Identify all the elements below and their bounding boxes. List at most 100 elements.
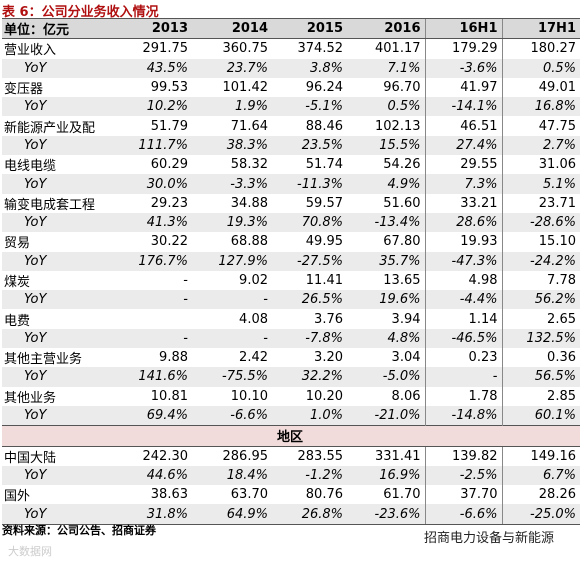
cell: 43.5% — [120, 58, 192, 78]
data-row: 中国大陆 242.30 286.95 283.55 331.41 139.82 149.16 — [2, 446, 580, 466]
cell: 6.7% — [501, 465, 580, 486]
row-label: YoY — [2, 212, 120, 233]
cell: -75.5% — [192, 367, 272, 387]
data-row: 电费 4.08 3.76 3.94 1.14 2.65 — [2, 309, 580, 329]
cell: -1.2% — [272, 465, 347, 486]
cell: -14.1% — [424, 97, 502, 117]
cell: 23.7% — [192, 58, 272, 78]
cell: 19.6% — [347, 290, 425, 310]
cell: 291.75 — [142, 41, 189, 57]
cell: 71.64 — [230, 118, 268, 134]
cell: 374.52 — [297, 41, 344, 57]
row-label: 国外 — [4, 489, 31, 505]
cell: 0.36 — [501, 348, 580, 368]
cell: -25.0% — [501, 504, 580, 525]
row-label: 中国大陆 — [4, 450, 57, 466]
cell: 31.8% — [120, 504, 192, 525]
cell: 141.6% — [120, 367, 192, 387]
cell: 3.94 — [391, 311, 421, 327]
cell: 4.9% — [347, 174, 425, 194]
row-label: 贸易 — [4, 236, 31, 252]
cell: 29.55 — [424, 155, 502, 175]
data-row: 国外 38.63 63.70 80.76 61.70 37.70 28.26 — [2, 485, 580, 505]
cell: 34.88 — [230, 195, 268, 211]
cell: 32.2% — [272, 367, 347, 387]
cell: 15.10 — [501, 232, 580, 252]
cell: 4.98 — [424, 270, 502, 291]
cell: 30.22 — [150, 234, 188, 250]
row-label: YoY — [2, 405, 120, 426]
cell: 10.10 — [230, 388, 268, 404]
cell: 30.0% — [120, 174, 192, 194]
cell: 88.46 — [305, 118, 343, 134]
yoy-row: YoY - - -7.8% 4.8% -46.5% 132.5% — [2, 328, 580, 349]
cell: 80.76 — [305, 487, 343, 503]
cell: 401.17 — [375, 41, 421, 57]
data-row: 电线电缆 60.29 58.32 51.74 54.26 29.55 31.06 — [2, 155, 580, 175]
cell: 49.01 — [501, 77, 580, 98]
data-row: 新能源产业及配 51.79 71.64 88.46 102.13 46.51 47.75 — [2, 116, 580, 136]
section-row: 地区 — [2, 425, 580, 447]
cell: 38.3% — [192, 135, 272, 156]
cell: 63.70 — [230, 487, 268, 503]
cell: -5.0% — [347, 367, 425, 387]
yoy-row: YoY 111.7% 38.3% 23.5% 15.5% 27.4% 2.7% — [2, 135, 580, 156]
source-note: 资料来源：公司公告、招商证券 — [2, 524, 156, 537]
yoy-row: YoY 176.7% 127.9% -27.5% 35.7% -47.3% -24.2% — [2, 251, 580, 271]
cell: 26.5% — [272, 290, 347, 310]
cell: 19.93 — [424, 232, 502, 252]
cell: -2.5% — [424, 465, 502, 486]
cell: - — [183, 273, 188, 288]
data-row: 输变电成套工程 29.23 34.88 59.57 51.60 33.21 23.71 — [2, 193, 580, 213]
cell: 102.13 — [375, 118, 421, 134]
section-label: 地区 — [2, 425, 580, 447]
cell: 2.7% — [501, 135, 580, 156]
cell: - — [424, 367, 502, 387]
cell: 51.79 — [150, 118, 188, 134]
cell: 27.4% — [424, 135, 502, 156]
cell: 101.42 — [222, 80, 269, 96]
cell: 41.97 — [424, 77, 502, 98]
cell: 149.16 — [501, 446, 580, 466]
cell: 70.8% — [272, 212, 347, 233]
cell: 96.70 — [383, 80, 421, 96]
revenue-table: 单位：亿元 2013 2014 2015 2016 16H1 17H1 营业收入 291.75 3… — [2, 17, 580, 525]
yoy-row: YoY - -26.5% 19.6% -4.4% 56.2% — [2, 290, 580, 310]
cell: 3.04 — [391, 350, 421, 366]
cell: -46.5% — [424, 328, 502, 349]
cell: -13.4% — [347, 212, 425, 233]
cell: 286.95 — [222, 448, 269, 464]
row-label: YoY — [2, 251, 120, 271]
data-row: 贸易 30.22 68.88 49.95 67.80 19.93 15.10 — [2, 232, 580, 252]
row-label: YoY — [2, 328, 120, 349]
row-label: YoY — [2, 97, 120, 117]
cell: -3.6% — [424, 58, 502, 78]
cell: 4.08 — [239, 311, 268, 327]
cell: -11.3% — [272, 174, 347, 194]
cell: 96.24 — [305, 80, 343, 96]
cell: -47.3% — [424, 251, 502, 271]
cell: 11.41 — [305, 273, 343, 288]
cell: 16.9% — [347, 465, 425, 486]
cell: 139.82 — [424, 446, 502, 466]
cell: 69.4% — [120, 405, 192, 426]
cell: -6.6% — [192, 405, 272, 426]
cell: 242.30 — [142, 448, 189, 464]
row-label: 电费 — [4, 313, 31, 329]
cell: 38.63 — [150, 487, 188, 503]
cell: 60.29 — [150, 157, 188, 173]
cell: 49.95 — [305, 234, 343, 250]
cell: 1.0% — [272, 405, 347, 426]
cell: -24.2% — [501, 251, 580, 271]
cell: 8.06 — [391, 388, 421, 404]
yoy-row: YoY 30.0% -3.3% -11.3% 4.9% 7.3% 5.1% — [2, 174, 580, 194]
cell: 29.23 — [150, 195, 188, 211]
data-row: 其他主营业务 9.88 2.42 3.20 3.04 0.23 0.36 — [2, 348, 580, 368]
cell: 13.65 — [383, 273, 421, 288]
cell: 56.5% — [501, 367, 580, 387]
cell: 7.3% — [424, 174, 502, 194]
cell: 44.6% — [120, 465, 192, 486]
cell: 2.42 — [239, 350, 268, 366]
cell: 31.06 — [501, 155, 580, 175]
cell: -14.8% — [424, 405, 502, 426]
